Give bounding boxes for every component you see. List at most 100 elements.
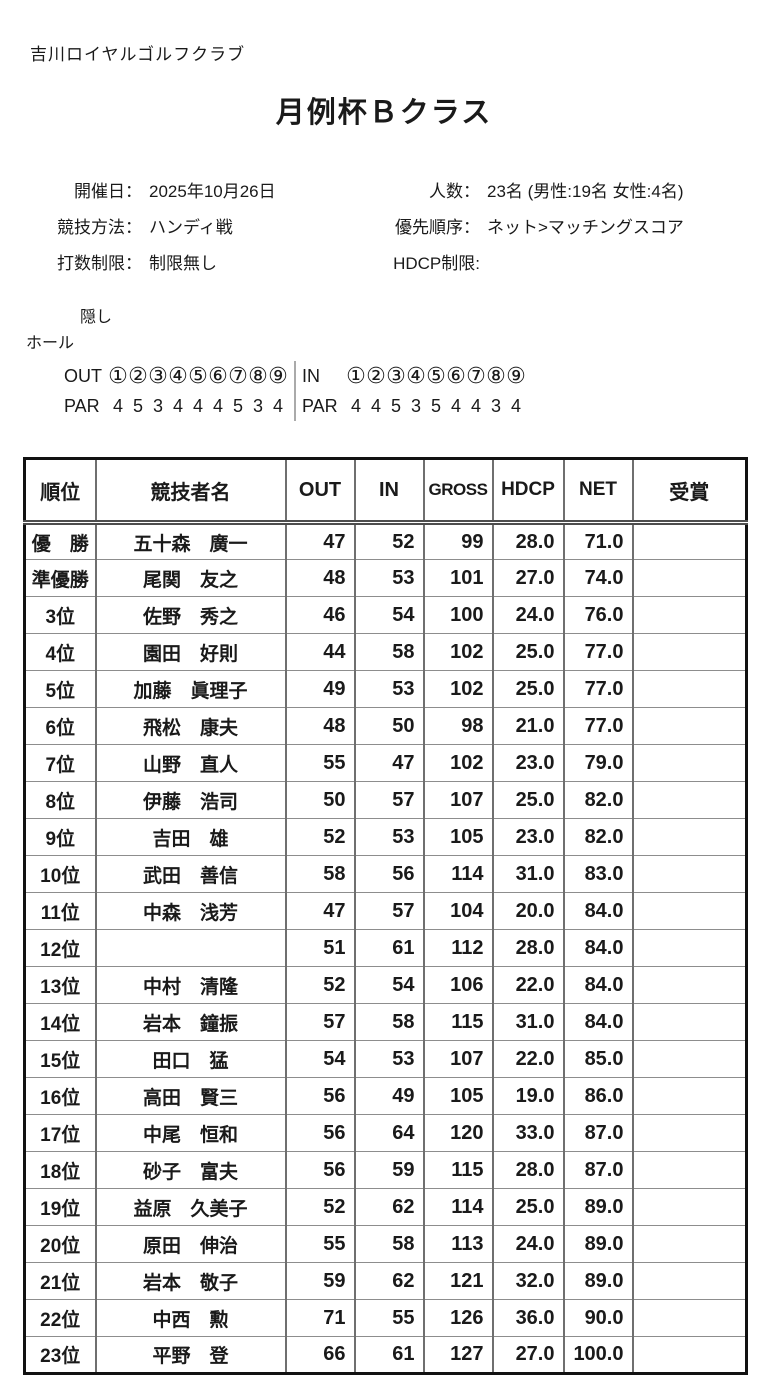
rank-cell: 3位 bbox=[23, 596, 97, 634]
header-player-name: 競技者名 bbox=[94, 458, 287, 525]
gross-score-cell: 102 bbox=[422, 633, 494, 671]
table-row: 準優勝 尾関 友之 48 53 101 27.0 74.0 bbox=[23, 559, 748, 597]
gross-score-cell: 112 bbox=[422, 929, 494, 967]
gross-score-cell: 114 bbox=[422, 855, 494, 893]
info-stroke-limit: 打数制限： 制限無し bbox=[30, 253, 370, 275]
player-name-cell: 尾関 友之 bbox=[94, 559, 287, 597]
out-score-cell: 56 bbox=[284, 1114, 356, 1152]
table-row: 6位 飛松 康夫 48 50 98 21.0 77.0 bbox=[23, 707, 748, 745]
gross-score-cell: 100 bbox=[422, 596, 494, 634]
in-score-cell: 52 bbox=[353, 522, 425, 560]
club-name: 吉川ロイヤルゴルフクラブ bbox=[30, 45, 246, 64]
in-score-cell: 54 bbox=[353, 966, 425, 1004]
stroke-limit-label: 打数制限： bbox=[57, 254, 142, 273]
header-award: 受賞 bbox=[631, 458, 748, 525]
out-holes-row: OUT ①②③④⑤⑥⑦⑧⑨ bbox=[64, 361, 288, 391]
par-value: 4 bbox=[510, 396, 521, 416]
out-score-cell: 44 bbox=[284, 633, 356, 671]
priority-label: 優先順序： bbox=[395, 218, 480, 237]
out-label: OUT bbox=[64, 366, 102, 386]
hole-circle: ③ bbox=[148, 363, 168, 388]
hole-circle: ⑧ bbox=[486, 363, 506, 388]
hole-circle: ⑤ bbox=[426, 363, 446, 388]
net-cell: 87.0 bbox=[562, 1151, 634, 1189]
in-score-cell: 55 bbox=[353, 1299, 425, 1337]
table-row: 16位 高田 賢三 56 49 105 19.0 86.0 bbox=[23, 1077, 748, 1115]
gross-score-cell: 127 bbox=[422, 1336, 494, 1374]
par-value: 4 bbox=[470, 396, 481, 416]
in-score-cell: 50 bbox=[353, 707, 425, 745]
hdcp-cell: 33.0 bbox=[491, 1114, 565, 1152]
in-holes-row: IN ①②③④⑤⑥⑦⑧⑨ bbox=[302, 361, 526, 391]
player-name-cell: 高田 賢三 bbox=[94, 1077, 287, 1115]
net-cell: 77.0 bbox=[562, 633, 634, 671]
hole-circle: ③ bbox=[386, 363, 406, 388]
rank-cell: 5位 bbox=[23, 670, 97, 708]
player-name-cell: 益原 久美子 bbox=[94, 1188, 287, 1226]
net-cell: 71.0 bbox=[562, 522, 634, 560]
hdcp-cell: 25.0 bbox=[491, 633, 565, 671]
rank-cell: 8位 bbox=[23, 781, 97, 819]
gross-score-cell: 107 bbox=[422, 781, 494, 819]
player-name-cell: 伊藤 浩司 bbox=[94, 781, 287, 819]
gross-score-cell: 105 bbox=[422, 818, 494, 856]
gross-score-cell: 114 bbox=[422, 1188, 494, 1226]
out-par-row: PAR 4 5 3 4 4 4 5 3 4 bbox=[64, 391, 288, 421]
net-cell: 84.0 bbox=[562, 966, 634, 1004]
hole-circle: ② bbox=[366, 363, 386, 388]
out-score-cell: 55 bbox=[284, 744, 356, 782]
award-cell bbox=[631, 892, 748, 930]
par-value: 5 bbox=[132, 396, 143, 416]
info-hdcp-limit: HDCP制限: bbox=[370, 253, 768, 275]
header-row: 順位 競技者名 OUT IN GROSS HDCP NET 受賞 bbox=[23, 458, 748, 525]
table-row: 3位 佐野 秀之 46 54 100 24.0 76.0 bbox=[23, 596, 748, 634]
info-date: 開催日： 2025年10月26日 bbox=[30, 181, 370, 203]
hdcp-cell: 21.0 bbox=[491, 707, 565, 745]
player-name-cell: 田口 猛 bbox=[94, 1040, 287, 1078]
table-row: 14位 岩本 鐘振 57 58 115 31.0 84.0 bbox=[23, 1003, 748, 1041]
in-score-cell: 58 bbox=[353, 1003, 425, 1041]
gross-score-cell: 115 bbox=[422, 1151, 494, 1189]
hdcp-cell: 23.0 bbox=[491, 744, 565, 782]
hole-circle: ⑦ bbox=[228, 363, 248, 388]
player-name-cell: 飛松 康夫 bbox=[94, 707, 287, 745]
player-name-cell: 山野 直人 bbox=[94, 744, 287, 782]
table-row: 10位 武田 善信 58 56 114 31.0 83.0 bbox=[23, 855, 748, 893]
in-score-cell: 62 bbox=[353, 1262, 425, 1300]
player-name-cell: 中尾 恒和 bbox=[94, 1114, 287, 1152]
par-value: 4 bbox=[172, 396, 183, 416]
hdcp-cell: 27.0 bbox=[491, 559, 565, 597]
par-value: 3 bbox=[152, 396, 163, 416]
award-cell bbox=[631, 929, 748, 967]
in-score-cell: 56 bbox=[353, 855, 425, 893]
player-name-cell: 吉田 雄 bbox=[94, 818, 287, 856]
out-score-cell: 55 bbox=[284, 1225, 356, 1263]
in-score-cell: 64 bbox=[353, 1114, 425, 1152]
rank-cell: 14位 bbox=[23, 1003, 97, 1041]
gross-score-cell: 107 bbox=[422, 1040, 494, 1078]
header-gross: GROSS bbox=[422, 458, 494, 525]
rank-cell: 4位 bbox=[23, 633, 97, 671]
rank-cell: 準優勝 bbox=[23, 559, 97, 597]
award-cell bbox=[631, 596, 748, 634]
page-title: 月例杯Ｂクラス bbox=[275, 97, 493, 129]
net-cell: 89.0 bbox=[562, 1188, 634, 1226]
par-value: 3 bbox=[252, 396, 263, 416]
gross-score-cell: 115 bbox=[422, 1003, 494, 1041]
award-cell bbox=[631, 522, 748, 560]
in-score-cell: 53 bbox=[353, 670, 425, 708]
rank-cell: 21位 bbox=[23, 1262, 97, 1300]
table-row: 22位 中西 勲 71 55 126 36.0 90.0 bbox=[23, 1299, 748, 1337]
out-score-cell: 56 bbox=[284, 1077, 356, 1115]
rank-cell: 23位 bbox=[23, 1336, 97, 1374]
net-cell: 84.0 bbox=[562, 1003, 634, 1041]
hdcp-cell: 25.0 bbox=[491, 781, 565, 819]
in-score-cell: 47 bbox=[353, 744, 425, 782]
par-value: 4 bbox=[370, 396, 381, 416]
award-cell bbox=[631, 633, 748, 671]
hdcp-cell: 31.0 bbox=[491, 1003, 565, 1041]
net-cell: 83.0 bbox=[562, 855, 634, 893]
out-score-cell: 48 bbox=[284, 559, 356, 597]
in-score-cell: 57 bbox=[353, 781, 425, 819]
